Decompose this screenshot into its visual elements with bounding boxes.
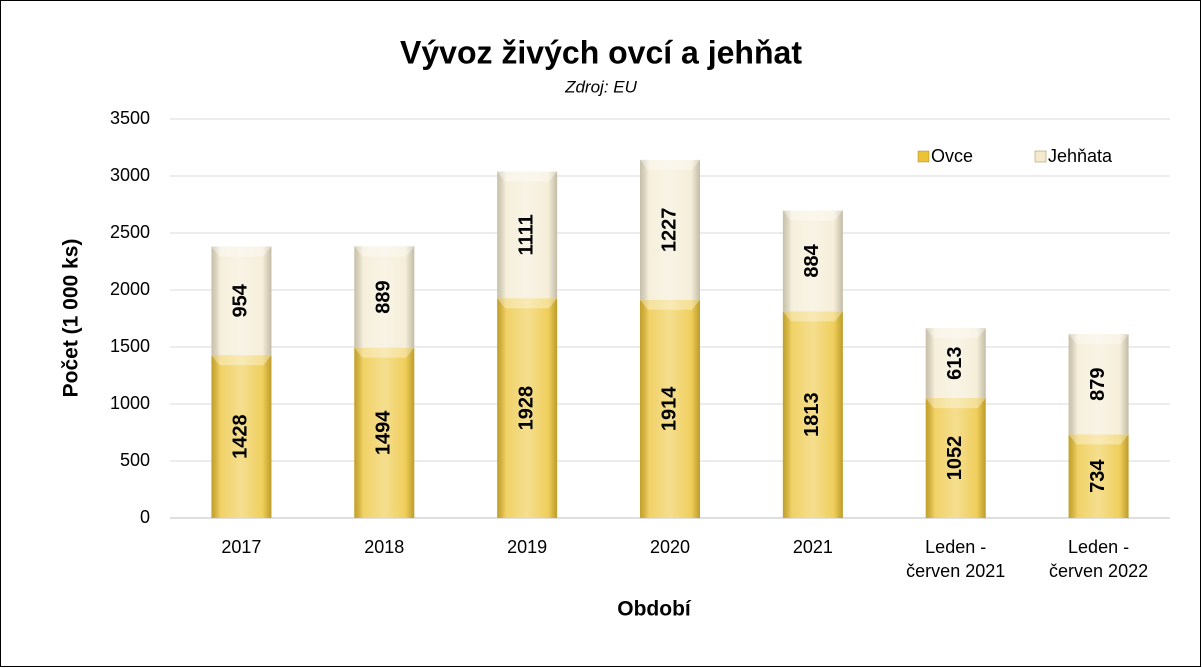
bar-shade: [782, 311, 843, 518]
bar-shade: [640, 159, 700, 300]
y-axis-label: Počet (1 000 ks): [60, 239, 83, 398]
bar-bevel: [640, 159, 700, 170]
data-label: 734: [1087, 459, 1109, 493]
bar-bevel: [925, 398, 986, 409]
bar-shade: [497, 171, 558, 299]
y-tick-label: 3500: [110, 108, 150, 128]
x-tick-label: 2021: [793, 537, 833, 557]
bar-bevel: [640, 299, 700, 310]
y-tick-label: 3000: [110, 165, 150, 185]
y-tick-label: 2500: [110, 222, 150, 242]
bar-bevel: [1068, 434, 1129, 445]
data-label: 889: [373, 280, 395, 313]
bar-shade: [497, 298, 558, 518]
data-label: 1227: [658, 208, 680, 253]
x-tick-label: 2018: [364, 537, 404, 557]
bar-bevel: [211, 355, 272, 366]
data-label: 1494: [373, 410, 395, 455]
data-label: 613: [944, 346, 966, 379]
legend-swatch: [917, 150, 930, 163]
x-tick-label: Leden -červen 2021: [906, 537, 1005, 581]
x-tick-label: 2020: [650, 537, 690, 557]
x-axis-label: Období: [617, 598, 692, 621]
bar-shade: [1068, 434, 1129, 518]
x-tick-label: 2017: [221, 537, 261, 557]
bar-bevel: [925, 328, 986, 339]
bar-shade: [354, 347, 415, 518]
bar-bevel: [782, 210, 843, 221]
bar-shade: [925, 328, 986, 399]
x-tick-label: 2019: [507, 537, 547, 557]
bar-bevel: [354, 246, 415, 257]
chart-subtitle: Zdroj: EU: [564, 77, 638, 96]
bar-shade: [782, 210, 843, 312]
bar-shade: [640, 299, 700, 518]
data-label: 1111: [515, 214, 537, 255]
bar-bevel: [497, 298, 558, 309]
bar-bevel: [211, 246, 272, 257]
y-tick-label: 1000: [110, 393, 150, 413]
bar-shade: [211, 355, 272, 518]
bar-shade: [354, 246, 415, 348]
y-tick-label: 0: [140, 507, 150, 527]
bar-bevel: [497, 171, 558, 182]
data-label: 954: [230, 283, 252, 317]
legend-label: Ovce: [931, 146, 973, 166]
data-label: 1914: [658, 386, 680, 431]
data-label: 1928: [515, 386, 537, 431]
data-label: 1428: [230, 414, 252, 459]
data-label: 879: [1087, 368, 1109, 401]
y-tick-label: 500: [120, 450, 150, 470]
data-label: 1052: [944, 436, 966, 481]
bar-bevel: [354, 347, 415, 358]
data-label: 884: [801, 243, 823, 277]
data-label: 1813: [801, 392, 823, 437]
bar-shade: [211, 246, 272, 356]
bar-shade: [1068, 334, 1129, 435]
legend-label: Jehňata: [1048, 146, 1113, 166]
bar-bevel: [782, 311, 843, 322]
y-tick-label: 1500: [110, 336, 150, 356]
bar-bevel: [1068, 334, 1129, 345]
bar-shade: [925, 398, 986, 518]
legend-swatch: [1034, 150, 1047, 163]
x-tick-label: Leden -červen 2022: [1049, 537, 1148, 581]
y-tick-label: 2000: [110, 279, 150, 299]
chart-title: Vývoz živých ovcí a jehňat: [400, 34, 802, 70]
